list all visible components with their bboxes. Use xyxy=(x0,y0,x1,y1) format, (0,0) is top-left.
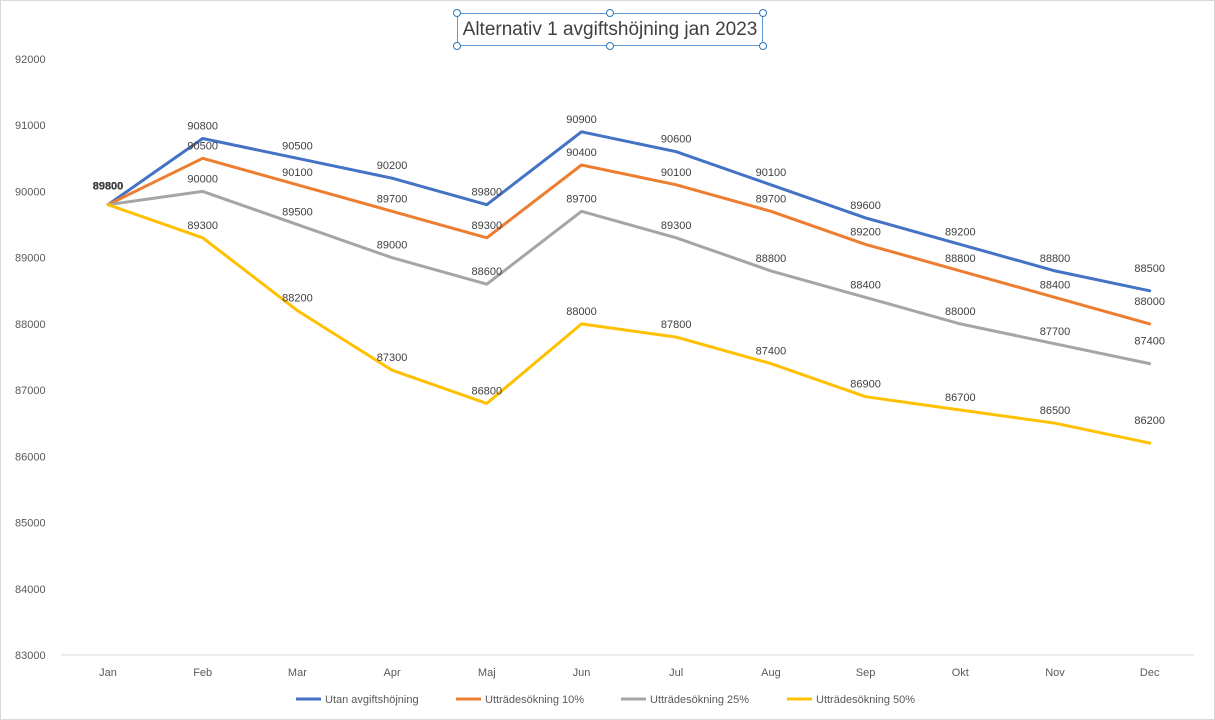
data-label: 89300 xyxy=(661,220,692,232)
data-label: 90000 xyxy=(187,173,218,185)
data-label: 86800 xyxy=(472,385,503,397)
data-label: 87400 xyxy=(1134,336,1165,348)
data-label: 89700 xyxy=(756,193,787,205)
x-tick-label: Dec xyxy=(1140,667,1160,679)
data-label: 88500 xyxy=(1134,263,1165,275)
data-label: 90500 xyxy=(187,140,218,152)
data-label: 88000 xyxy=(945,306,976,318)
x-tick-label: Apr xyxy=(384,667,401,679)
chart-title-text: Alternativ 1 avgiftshöjning jan 2023 xyxy=(462,18,758,40)
data-label: 88400 xyxy=(1040,279,1071,291)
title-resize-handle-top-mid[interactable] xyxy=(606,9,614,17)
y-tick-label: 88000 xyxy=(15,319,46,331)
title-resize-handle-top-right[interactable] xyxy=(759,9,767,17)
data-label: 89800 xyxy=(93,181,124,193)
series-line-3 xyxy=(106,189,1152,366)
data-label: 87800 xyxy=(661,319,692,331)
y-tick-label: 84000 xyxy=(15,584,46,596)
data-label: 86200 xyxy=(1134,415,1165,427)
x-tick-label: Okt xyxy=(952,667,969,679)
y-tick-label: 90000 xyxy=(15,186,46,198)
x-tick-label: Mar xyxy=(288,667,307,679)
data-label: 86500 xyxy=(1040,405,1071,417)
series-line-1 xyxy=(106,130,1152,293)
data-label: 90100 xyxy=(756,167,787,179)
legend-label: Utan avgiftshöjning xyxy=(325,694,419,706)
data-label: 89800 xyxy=(472,187,503,199)
data-label: 88600 xyxy=(472,266,503,278)
x-tick-label: Sep xyxy=(856,667,876,679)
series-line-2 xyxy=(106,156,1152,326)
data-label: 89700 xyxy=(377,193,408,205)
data-labels: 89800 90800 90500 90200 89800 90900 90600 90100… xyxy=(93,114,1165,427)
data-label: 88800 xyxy=(756,253,787,265)
x-tick-label: Jul xyxy=(669,667,683,679)
data-label: 90900 xyxy=(566,114,597,126)
legend-label: Utträdesökning 50% xyxy=(816,694,915,706)
data-label: 88000 xyxy=(1134,296,1165,308)
data-label: 87400 xyxy=(756,346,787,358)
data-label: 86900 xyxy=(850,379,881,391)
data-label: 87700 xyxy=(1040,326,1071,338)
y-tick-label: 83000 xyxy=(15,650,46,662)
data-label: 89800 xyxy=(93,181,124,193)
x-tick-label: Feb xyxy=(193,667,212,679)
x-axis: Jan Feb Mar Apr Maj Jun Jul Aug Sep Okt Nov Dec xyxy=(99,667,1160,679)
data-label: 88000 xyxy=(566,306,597,318)
x-tick-label: Jan xyxy=(99,667,117,679)
legend: Utan avgiftshöjning Utträdesökning 10% Utt… xyxy=(296,694,915,706)
data-label: 88400 xyxy=(850,279,881,291)
data-label: 90600 xyxy=(661,134,692,146)
data-label: 89600 xyxy=(850,200,881,212)
title-resize-handle-bottom-left[interactable] xyxy=(453,42,461,50)
data-label: 90500 xyxy=(282,140,313,152)
series-lines xyxy=(106,130,1152,445)
data-label: 90100 xyxy=(661,167,692,179)
data-label: 89800 xyxy=(93,181,124,193)
data-label: 90200 xyxy=(377,160,408,172)
y-tick-label: 87000 xyxy=(15,385,46,397)
legend-label: Utträdesökning 25% xyxy=(650,694,749,706)
data-label: 89800 xyxy=(93,181,124,193)
data-label: 86700 xyxy=(945,392,976,404)
y-tick-label: 89000 xyxy=(15,253,46,265)
legend-label: Utträdesökning 10% xyxy=(485,694,584,706)
x-tick-label: Jun xyxy=(573,667,591,679)
y-tick-label: 86000 xyxy=(15,451,46,463)
y-tick-label: 92000 xyxy=(15,54,46,66)
data-label: 89300 xyxy=(472,220,503,232)
data-label: 88800 xyxy=(945,253,976,265)
data-label: 89200 xyxy=(850,226,881,238)
data-label: 89000 xyxy=(377,240,408,252)
data-label: 89500 xyxy=(282,207,313,219)
series-line-4 xyxy=(106,203,1152,445)
y-tick-label: 91000 xyxy=(15,120,46,132)
title-resize-handle-bottom-right[interactable] xyxy=(759,42,767,50)
title-resize-handle-top-left[interactable] xyxy=(453,9,461,17)
y-tick-label: 85000 xyxy=(15,518,46,530)
data-label: 90100 xyxy=(282,167,313,179)
x-tick-label: Maj xyxy=(478,667,496,679)
data-label: 90800 xyxy=(187,120,218,132)
data-label: 89300 xyxy=(187,220,218,232)
y-axis: 83000 84000 85000 86000 87000 88000 89000 90000… xyxy=(15,54,46,662)
title-resize-handle-bottom-mid[interactable] xyxy=(606,42,614,50)
data-label: 88800 xyxy=(1040,253,1071,265)
x-tick-label: Nov xyxy=(1045,667,1065,679)
x-tick-label: Aug xyxy=(761,667,781,679)
data-label: 89700 xyxy=(566,193,597,205)
data-label: 87300 xyxy=(377,352,408,364)
data-label: 88200 xyxy=(282,293,313,305)
data-label: 90400 xyxy=(566,147,597,159)
data-label: 89200 xyxy=(945,226,976,238)
